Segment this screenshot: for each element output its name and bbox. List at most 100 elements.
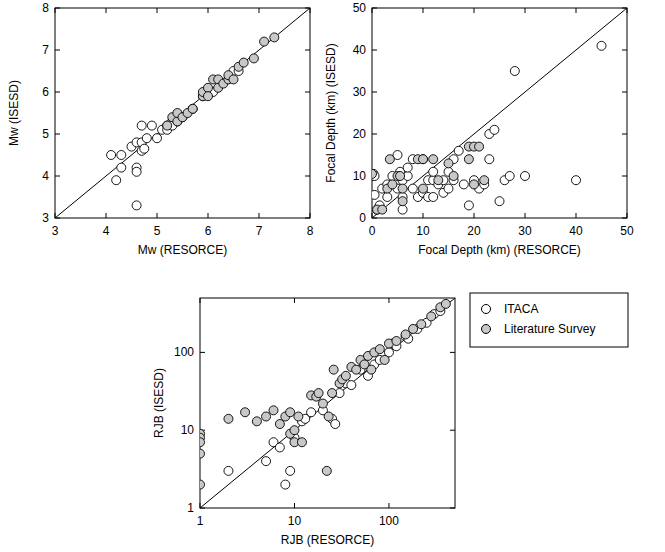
legend-marker (482, 305, 491, 314)
point (464, 201, 473, 210)
point (112, 176, 121, 185)
point (388, 180, 397, 189)
y-tick (622, 92, 627, 93)
point (429, 155, 438, 164)
x-tick-label: 5 (154, 224, 161, 238)
point (427, 312, 436, 321)
point (398, 184, 407, 193)
legend-label: ITACA (504, 302, 538, 316)
x-tick-label: 1 (197, 514, 204, 528)
x-tick (525, 213, 526, 218)
y-tick (305, 176, 310, 177)
x-axis-label: RJB (RESORCE) (281, 533, 374, 547)
y-tick (55, 92, 60, 93)
point (322, 466, 331, 475)
x-tick (423, 213, 424, 218)
x-tick (474, 8, 475, 13)
point (347, 381, 356, 390)
point (140, 144, 149, 153)
y-axis-label: Focal Depth (km) (ISESD) (324, 43, 338, 182)
point (270, 33, 279, 42)
point (294, 412, 303, 421)
y-tick (450, 430, 455, 431)
figure: 345678345678Mw (RESORCE)Mw (ISESD)010203… (0, 0, 665, 552)
x-tick (294, 503, 295, 508)
point (480, 176, 489, 185)
point (398, 197, 407, 206)
plot-frame (55, 8, 310, 218)
y-tick-label: 10 (353, 169, 367, 183)
x-tick-label: 20 (467, 224, 481, 238)
point (341, 371, 350, 380)
point (107, 151, 116, 160)
y-tick-label: 8 (42, 1, 49, 15)
point (470, 180, 479, 189)
point (229, 75, 238, 84)
y-tick (450, 352, 455, 353)
point (260, 37, 269, 46)
x-tick-label: 7 (256, 224, 263, 238)
plot-area (200, 298, 455, 508)
chart: 110100110100RJB (RESORCE)RJB (ISESD)ITAC… (152, 293, 628, 547)
point (314, 389, 323, 398)
point (454, 146, 463, 155)
y-axis-label: RJB (ISESD) (152, 368, 166, 438)
point (378, 205, 387, 214)
plot-frame (372, 8, 627, 218)
point (241, 408, 250, 417)
x-tick (388, 503, 389, 508)
point (385, 155, 394, 164)
legend-box (470, 293, 628, 347)
x-tick (525, 8, 526, 13)
y-tick (200, 352, 205, 353)
y-tick-label: 1 (187, 501, 194, 515)
point (505, 172, 514, 181)
plot-frame (200, 298, 455, 508)
x-tick-label: 10 (288, 514, 302, 528)
point (224, 466, 233, 475)
x-tick (627, 213, 628, 218)
y-tick (55, 134, 60, 135)
x-tick (259, 213, 260, 218)
x-tick (294, 298, 295, 303)
plot-area (372, 8, 627, 218)
x-tick-label: 100 (379, 514, 399, 528)
point (419, 184, 428, 193)
x-tick (259, 8, 260, 13)
point (352, 365, 361, 374)
y-tick-label: 50 (353, 1, 367, 15)
x-tick (55, 8, 56, 13)
x-axis-label: Mw (RESORCE) (138, 243, 227, 257)
y-tick-label: 4 (42, 169, 49, 183)
y-tick-label: 6 (42, 85, 49, 99)
point (372, 190, 379, 199)
point (290, 426, 299, 435)
x-tick (474, 213, 475, 218)
point (459, 180, 468, 189)
point (521, 172, 530, 181)
point (147, 121, 156, 130)
point (409, 324, 418, 333)
y-tick (372, 134, 377, 135)
y-tick (305, 92, 310, 93)
x-tick (157, 213, 158, 218)
point (200, 438, 205, 447)
y-tick (372, 8, 377, 9)
point (328, 389, 337, 398)
point (441, 299, 450, 308)
y-tick-label: 5 (42, 127, 49, 141)
x-tick-label: 40 (569, 224, 583, 238)
reference-line (372, 8, 627, 218)
point (398, 205, 407, 214)
point (429, 193, 438, 202)
point (383, 193, 392, 202)
point (188, 104, 197, 113)
x-tick (208, 213, 209, 218)
x-tick (576, 8, 577, 13)
x-tick-label: 50 (620, 224, 634, 238)
point (224, 414, 233, 423)
point (417, 320, 426, 329)
x-tick (423, 8, 424, 13)
point (380, 355, 389, 364)
point (490, 125, 499, 134)
